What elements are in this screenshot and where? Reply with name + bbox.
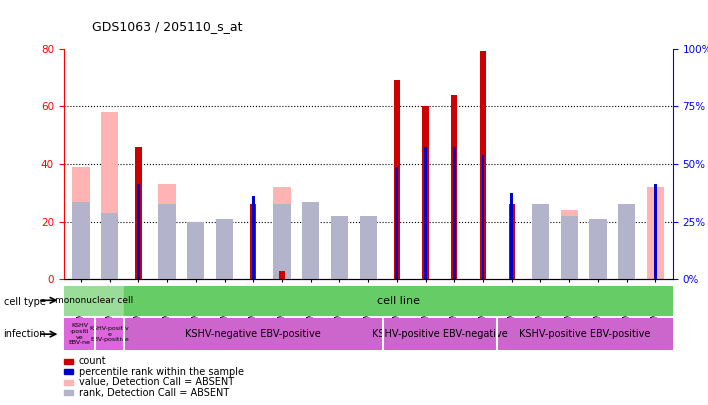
Text: KSHV-positive EBV-positive: KSHV-positive EBV-positive	[519, 329, 651, 339]
Bar	[618, 205, 635, 279]
Bar	[510, 193, 513, 279]
Text: KSHV-negative EBV-positive: KSHV-negative EBV-positive	[185, 329, 321, 339]
Bar	[137, 184, 139, 279]
Bar	[331, 216, 348, 279]
Bar	[424, 147, 427, 279]
Text: mononuclear cell: mononuclear cell	[55, 296, 133, 305]
Bar	[187, 222, 205, 279]
Bar	[187, 242, 205, 279]
Bar	[396, 167, 399, 279]
Bar	[159, 184, 176, 279]
Bar	[101, 213, 118, 279]
Bar	[135, 147, 142, 279]
Text: percentile rank within the sample: percentile rank within the sample	[79, 367, 244, 377]
Bar	[498, 318, 673, 350]
Bar	[159, 205, 176, 279]
Bar	[618, 205, 635, 279]
Bar	[64, 286, 124, 316]
Bar	[101, 112, 118, 279]
Bar	[561, 216, 578, 279]
Text: value, Detection Call = ABSENT: value, Detection Call = ABSENT	[79, 377, 234, 387]
Bar	[273, 187, 290, 279]
Bar	[589, 219, 607, 279]
Text: cell line: cell line	[377, 296, 420, 306]
Bar	[451, 95, 457, 279]
Bar	[654, 184, 657, 279]
Bar	[302, 202, 319, 279]
Text: rank, Detection Call = ABSENT: rank, Detection Call = ABSENT	[79, 388, 229, 398]
Bar	[360, 216, 377, 279]
Text: GDS1063 / 205110_s_at: GDS1063 / 205110_s_at	[92, 20, 243, 33]
Text: cell type: cell type	[4, 297, 45, 307]
Bar	[382, 318, 498, 350]
Text: KSHV
-positi
ve
EBV-ne: KSHV -positi ve EBV-ne	[69, 323, 91, 345]
Bar	[532, 205, 549, 279]
Bar	[72, 167, 90, 279]
Bar	[96, 318, 124, 350]
Bar	[423, 107, 429, 279]
Bar	[252, 196, 255, 279]
Bar	[250, 205, 256, 279]
Bar	[480, 51, 486, 279]
Bar	[279, 271, 285, 279]
Bar	[453, 147, 456, 279]
Bar	[216, 219, 233, 279]
Text: infection: infection	[4, 329, 46, 339]
Bar	[216, 219, 233, 279]
Bar	[331, 219, 348, 279]
Bar	[532, 230, 549, 279]
Bar	[589, 230, 607, 279]
Bar	[394, 80, 400, 279]
Bar	[508, 205, 515, 279]
Bar	[124, 318, 382, 350]
Text: count: count	[79, 356, 106, 366]
Bar	[72, 202, 90, 279]
Text: KSHV-positiv
e
EBV-positive: KSHV-positiv e EBV-positive	[90, 326, 130, 342]
Bar	[561, 210, 578, 279]
Bar	[302, 228, 319, 279]
Text: KSHV-positive EBV-negative: KSHV-positive EBV-negative	[372, 329, 508, 339]
Bar	[481, 156, 484, 279]
Bar	[646, 187, 664, 279]
Bar	[64, 318, 96, 350]
Bar	[273, 205, 290, 279]
